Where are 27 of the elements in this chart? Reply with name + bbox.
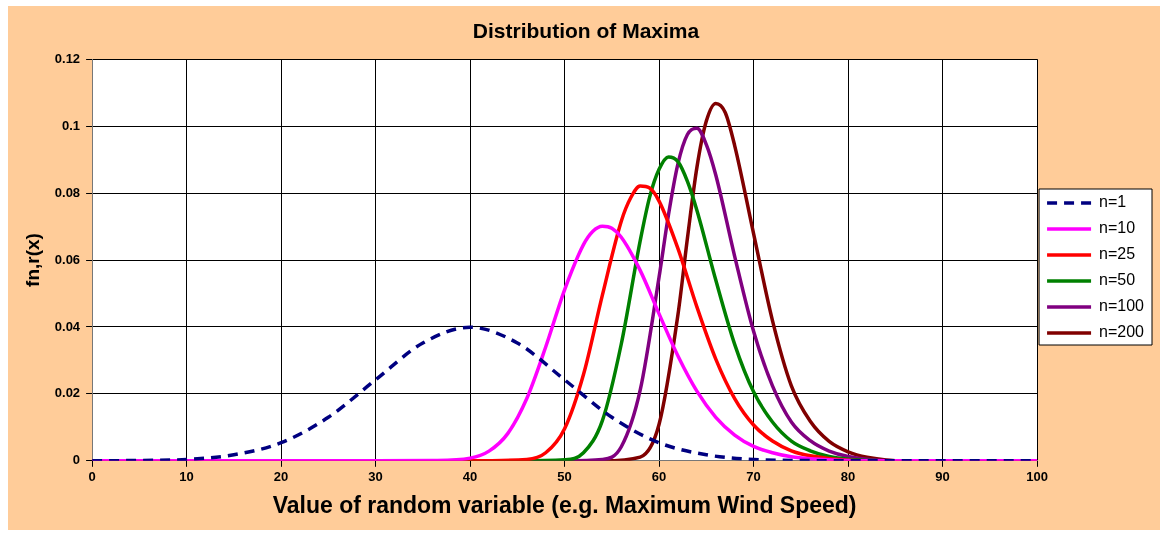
y-axis-title: fn,r(x): [21, 233, 43, 287]
y-tick-label: 0.06: [54, 251, 81, 267]
x-tick-label: 10: [179, 469, 194, 485]
y-tick-label: 0.04: [54, 318, 81, 334]
legend-label: n=1: [1099, 193, 1127, 211]
x-tick-label: 80: [840, 469, 856, 485]
x-axis-title: Value of random variable (e.g. Maximum Wind Speed): [272, 491, 857, 518]
y-tick-label: 0: [72, 452, 81, 468]
x-tick-label: 0: [88, 469, 96, 485]
x-tick-label: 60: [651, 469, 667, 485]
x-tick-label: 20: [273, 469, 289, 485]
chart-title: Distribution of Maxima: [472, 19, 700, 43]
y-tick-label: 0.08: [54, 184, 81, 200]
x-tick-label: 50: [557, 469, 572, 485]
y-tick-label: 0.1: [62, 117, 81, 133]
y-tick-label: 0.12: [54, 50, 81, 66]
legend-label: n=10: [1099, 219, 1136, 237]
legend-label: n=100: [1099, 297, 1145, 315]
x-tick-label: 30: [368, 469, 383, 485]
x-tick-label: 90: [935, 469, 950, 485]
legend-label: n=25: [1099, 245, 1136, 263]
legend-label: n=200: [1099, 323, 1145, 341]
x-tick-label: 40: [462, 469, 478, 485]
legend-label: n=50: [1099, 271, 1136, 289]
x-tick-label: 70: [746, 469, 761, 485]
x-tick-label: 100: [1026, 469, 1048, 485]
y-tick-label: 0.02: [54, 385, 81, 401]
